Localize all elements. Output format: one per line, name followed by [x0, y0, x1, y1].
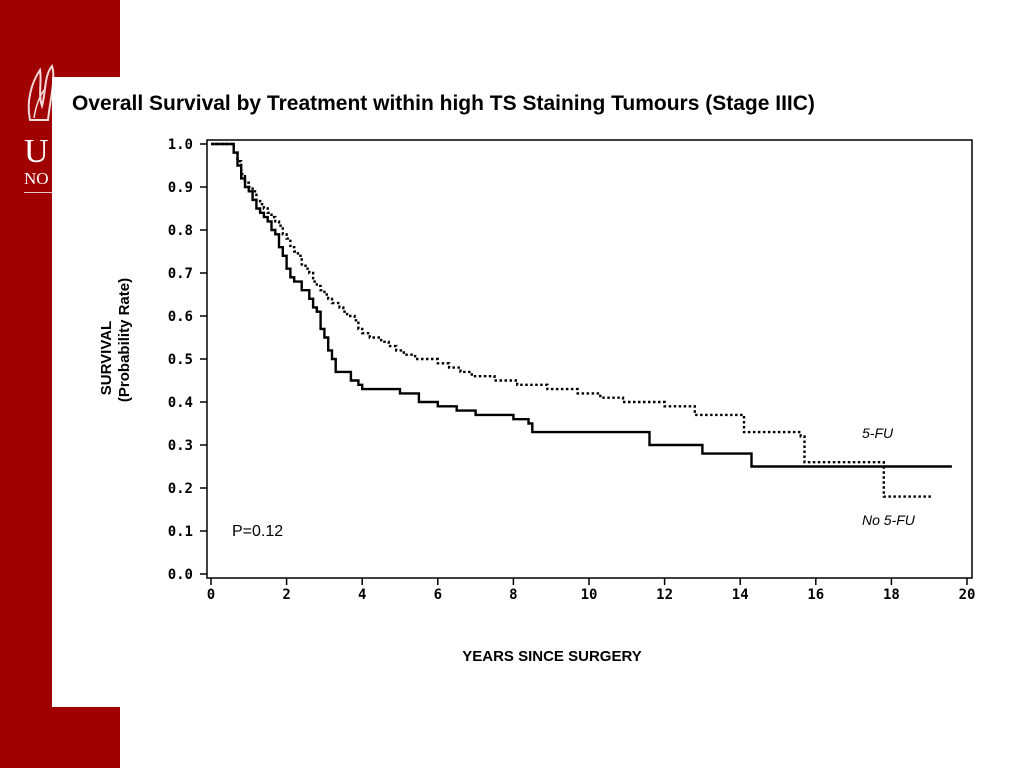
y-tick-label: 0.9 [168, 180, 193, 196]
x-axis-label: YEARS SINCE SURGERY [462, 648, 641, 665]
y-axis-label-line1: SURVIVAL [98, 321, 115, 395]
y-tick-label: 1.0 [168, 137, 193, 153]
x-tick-label: 10 [581, 587, 598, 603]
logo-rule [24, 192, 54, 193]
x-tick-label: 12 [656, 587, 673, 603]
series-line-5fu [211, 142, 933, 498]
logo-letter: U [24, 133, 49, 170]
logo-text: U NO [24, 135, 49, 189]
logo-subtext: NO [24, 169, 49, 188]
y-tick-label: 0.5 [168, 352, 193, 368]
x-tick-label: 4 [358, 587, 366, 603]
y-tick-label: 0.2 [168, 481, 193, 497]
y-tick-label: 0.8 [168, 223, 193, 239]
y-tick-label: 0.4 [168, 395, 193, 411]
x-tick-label: 20 [959, 587, 976, 603]
series-label-no5fu: No 5-FU [862, 512, 916, 528]
x-tick-label: 6 [434, 587, 442, 603]
content-panel [52, 77, 1024, 707]
x-tick-label: 0 [207, 587, 215, 603]
y-axis-label-line2: (Probability Rate) [116, 278, 133, 402]
chart-title: Overall Survival by Treatment within hig… [72, 92, 815, 115]
x-axis: 0 2 4 6 8 10 12 14 16 18 20 [207, 578, 976, 603]
p-value-annotation: P=0.12 [232, 523, 283, 540]
series-label-5fu: 5-FU [862, 425, 894, 441]
x-tick-label: 2 [282, 587, 290, 603]
x-tick-label: 14 [732, 587, 749, 603]
y-axis: 0.0 0.1 0.2 0.3 0.4 0.5 0.6 0.7 0.8 0.9 1.0 [168, 137, 207, 583]
y-tick-label: 0.1 [168, 524, 193, 540]
y-tick-label: 0.7 [168, 266, 193, 282]
x-tick-label: 18 [883, 587, 900, 603]
series-layer [211, 142, 952, 498]
y-tick-label: 0.6 [168, 309, 193, 325]
x-tick-label: 16 [807, 587, 824, 603]
y-tick-label: 0.3 [168, 438, 193, 454]
plot-frame [206, 139, 973, 579]
series-line-no5fu [211, 142, 952, 468]
x-tick-label: 8 [509, 587, 517, 603]
y-tick-label: 0.0 [168, 567, 193, 583]
